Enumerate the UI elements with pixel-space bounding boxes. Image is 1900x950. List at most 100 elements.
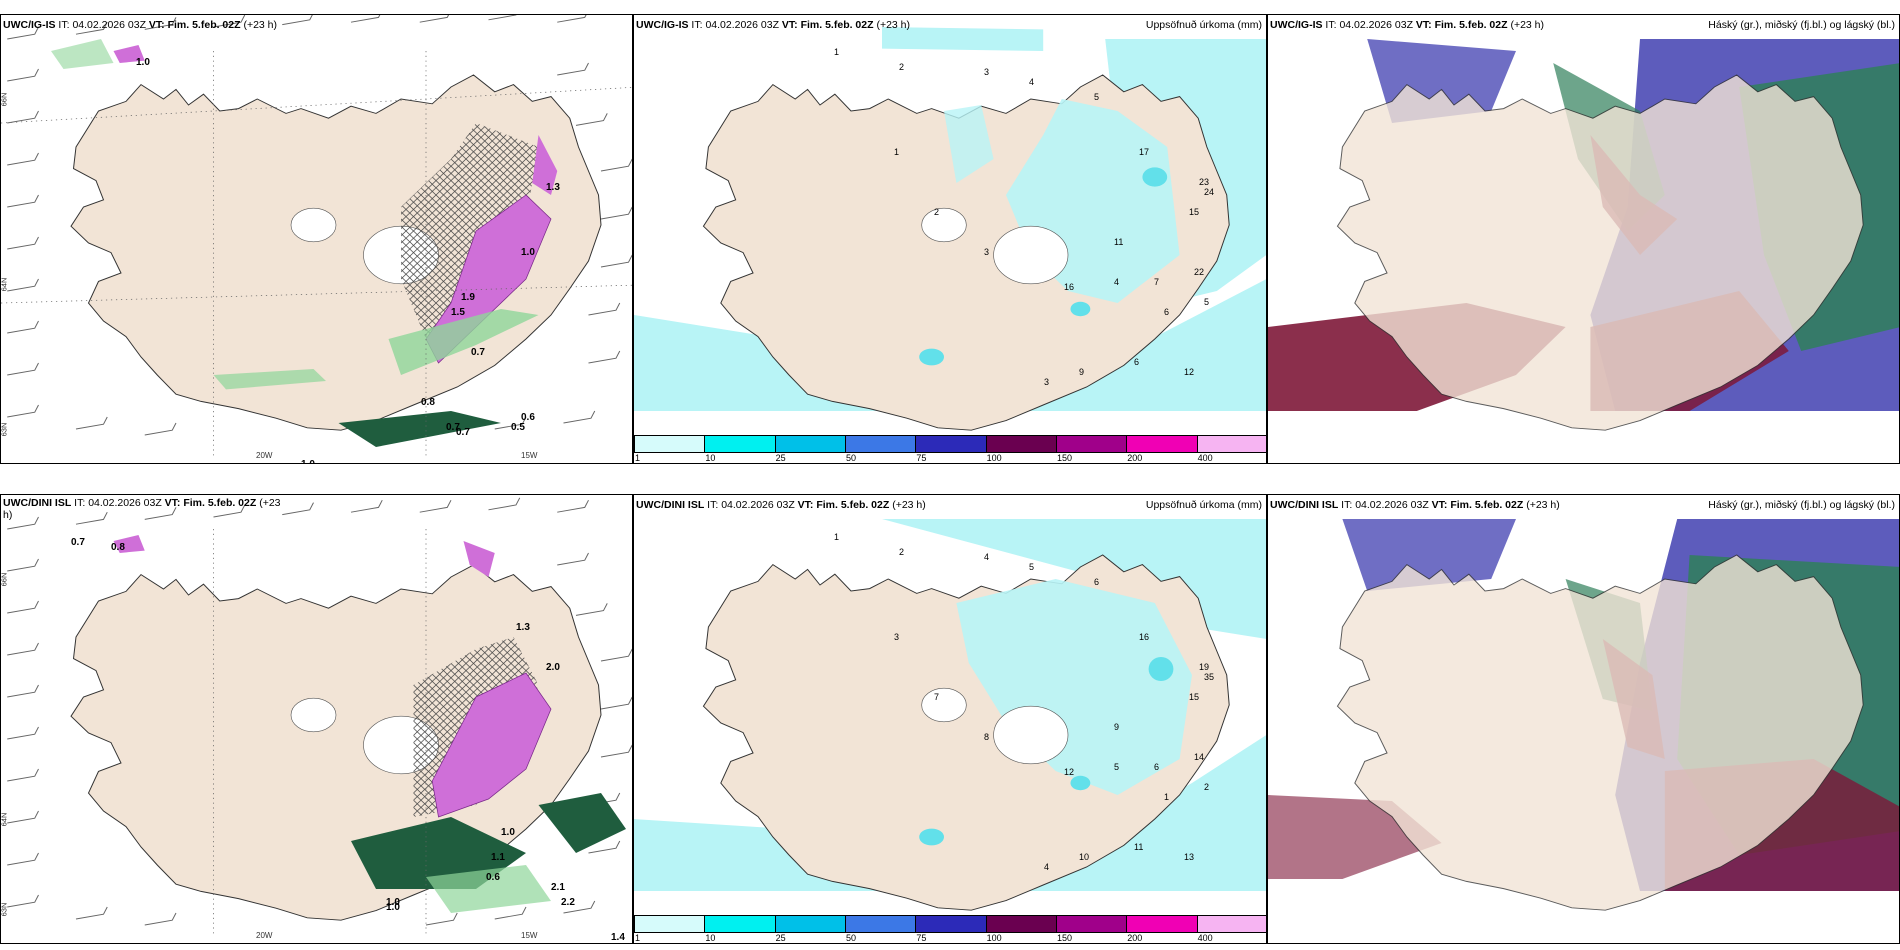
lon-label: 20W bbox=[256, 451, 273, 460]
map-value: 6 bbox=[1154, 762, 1159, 772]
lat-label: 64N bbox=[0, 812, 9, 827]
panel-bot-mid: UWC/DINI ISL IT: 04.02.2026 03Z VT: Fim.… bbox=[633, 494, 1267, 944]
colorbar-swatch: 150 bbox=[1055, 435, 1127, 463]
colorbar: 1 10 25 50 75 100 150 200 400 bbox=[634, 435, 1266, 463]
map-value: 6 bbox=[1094, 577, 1099, 587]
map-value: 1.0 bbox=[386, 902, 400, 913]
snow-wind-map: 1.9 1.5 1.0 0.7 0.8 0.7 0.5 1.0 0.7 0.6 1.0 1.3 bbox=[1, 15, 632, 464]
colorbar-swatch: 100 bbox=[985, 435, 1056, 463]
panel-top-right: UWC/IG-IS IT: 04.02.2026 03Z VT: Fim. 5.… bbox=[1267, 14, 1900, 464]
map-title: Háský (gr.), miðský (fj.bl.) og lágský (… bbox=[1708, 19, 1895, 31]
colorbar-swatch: 200 bbox=[1126, 435, 1197, 463]
snow-wind-map: 0.7 0.8 1.3 1.0 1.1 0.6 1.0 2.1 2.2 1.4 1.0 2.0 bbox=[6, 497, 632, 943]
map-value: 22 bbox=[1194, 267, 1204, 277]
map-value: 7 bbox=[934, 692, 939, 702]
map-value: 11 bbox=[1114, 237, 1123, 247]
map-value: 5 bbox=[1029, 562, 1034, 572]
map-value: 4 bbox=[1029, 77, 1034, 87]
panel-bot-right: UWC/DINI ISL IT: 04.02.2026 03Z VT: Fim.… bbox=[1267, 494, 1900, 944]
map-value: 9 bbox=[1079, 367, 1084, 377]
panel-top-mid: UWC/IG-IS IT: 04.02.2026 03Z VT: Fim. 5.… bbox=[633, 14, 1267, 464]
map-value: 2.0 bbox=[546, 662, 560, 673]
colorbar-label: 200 bbox=[1127, 453, 1143, 463]
map-value: 1.3 bbox=[546, 182, 560, 193]
colorbar-label: 50 bbox=[845, 933, 856, 943]
lon-label: 15W bbox=[521, 451, 538, 460]
lat-label: 66N bbox=[0, 92, 9, 107]
map-value: 0.8 bbox=[111, 542, 125, 553]
map-title: Háský (gr.), miðský (fj.bl.) og lágský (… bbox=[1708, 499, 1895, 511]
map-value: 1.3 bbox=[516, 622, 530, 633]
map-value: 4 bbox=[1114, 277, 1119, 287]
map-value: 1.0 bbox=[301, 459, 315, 464]
lat-label: 63N bbox=[0, 422, 9, 437]
colorbar-swatch: 400 bbox=[1196, 435, 1266, 463]
map-value: 1.0 bbox=[521, 247, 535, 258]
map-value: 1.0 bbox=[386, 897, 400, 908]
colorbar-label: 50 bbox=[845, 453, 856, 463]
map-value: 0.7 bbox=[471, 347, 485, 358]
colorbar-label: 1 bbox=[635, 933, 641, 943]
colorbar-label: 10 bbox=[705, 933, 716, 943]
colorbar-label: 100 bbox=[986, 453, 1002, 463]
colorbar-label: 25 bbox=[775, 933, 786, 943]
map-value: 0.6 bbox=[521, 412, 535, 423]
lat-label: 63N bbox=[0, 902, 9, 917]
colorbar-swatch: 1 bbox=[634, 915, 705, 943]
map-value: 3 bbox=[984, 247, 989, 257]
colorbar-label: 200 bbox=[1127, 933, 1143, 943]
map-value: 2 bbox=[1204, 782, 1209, 792]
map-value: 17 bbox=[1139, 147, 1149, 157]
colorbar-swatch: 75 bbox=[915, 435, 986, 463]
panel-header: UWC/DINI ISL IT: 04.02.2026 03Z VT: Fim.… bbox=[636, 499, 926, 511]
colorbar-label: 75 bbox=[916, 933, 927, 943]
lead-time: (+23 h) bbox=[243, 19, 278, 31]
colorbar-swatch: 75 bbox=[915, 915, 986, 943]
colorbar-swatch: 50 bbox=[844, 435, 916, 463]
colorbar-label: 75 bbox=[916, 453, 927, 463]
lon-label: 20W bbox=[256, 931, 273, 940]
colorbar-swatch: 50 bbox=[844, 915, 916, 943]
lat-label: 66N bbox=[0, 572, 9, 587]
panel-header: UWC/IG-IS IT: 04.02.2026 03Z VT: Fim. 5.… bbox=[1270, 19, 1545, 31]
colorbar-label: 25 bbox=[775, 453, 786, 463]
map-value: 0.7 bbox=[71, 537, 85, 548]
panel-top-left: UWC/IG-IS IT: 04.02.2026 03Z VT: Fim. 5.… bbox=[0, 14, 633, 464]
map-value: 9 bbox=[1114, 722, 1119, 732]
map-value: 0.7 bbox=[446, 422, 460, 433]
colorbar-swatch: 100 bbox=[985, 915, 1056, 943]
map-title: Uppsöfnuð úrkoma (mm) bbox=[1145, 19, 1262, 31]
map-value: 0.5 bbox=[511, 422, 525, 433]
map-value: 35 bbox=[1204, 672, 1214, 682]
colorbar-label: 150 bbox=[1056, 453, 1072, 463]
map-value: 4 bbox=[1044, 862, 1049, 872]
colorbar-label: 1 bbox=[635, 453, 641, 463]
map-value: 14 bbox=[1194, 752, 1204, 762]
colorbar-swatch: 10 bbox=[704, 435, 775, 463]
colorbar-swatch: 25 bbox=[774, 915, 845, 943]
map-value: 6 bbox=[1164, 307, 1169, 317]
map-value: 7 bbox=[1154, 277, 1159, 287]
colorbar-label: 400 bbox=[1197, 453, 1213, 463]
map-value: 6 bbox=[1134, 357, 1139, 367]
map-value: 1 bbox=[1164, 792, 1169, 802]
map-value: 12 bbox=[1184, 367, 1194, 377]
colorbar-swatch: 1 bbox=[634, 435, 705, 463]
panel-header: UWC/IG-IS IT: 04.02.2026 03Z VT: Fim. 5.… bbox=[3, 19, 278, 31]
colorbar: 1 10 25 50 75 100 150 200 400 bbox=[634, 915, 1266, 943]
map-value: 15 bbox=[1189, 692, 1199, 702]
map-value: 13 bbox=[1184, 852, 1194, 862]
map-value: 2 bbox=[934, 207, 939, 217]
panel-header: UWC/DINI ISL IT: 04.02.2026 03Z VT: Fim.… bbox=[1270, 499, 1560, 511]
colorbar-swatch: 400 bbox=[1196, 915, 1266, 943]
map-value: 16 bbox=[1139, 632, 1149, 642]
colorbar-label: 150 bbox=[1056, 933, 1072, 943]
colorbar-swatch: 10 bbox=[704, 915, 775, 943]
colorbar-swatch: 150 bbox=[1055, 915, 1127, 943]
map-value: 5 bbox=[1094, 92, 1099, 102]
panel-header: UWC/IG-IS IT: 04.02.2026 03Z VT: Fim. 5.… bbox=[636, 19, 911, 31]
map-value: 3 bbox=[894, 632, 899, 642]
map-value: 1.0 bbox=[501, 827, 515, 838]
